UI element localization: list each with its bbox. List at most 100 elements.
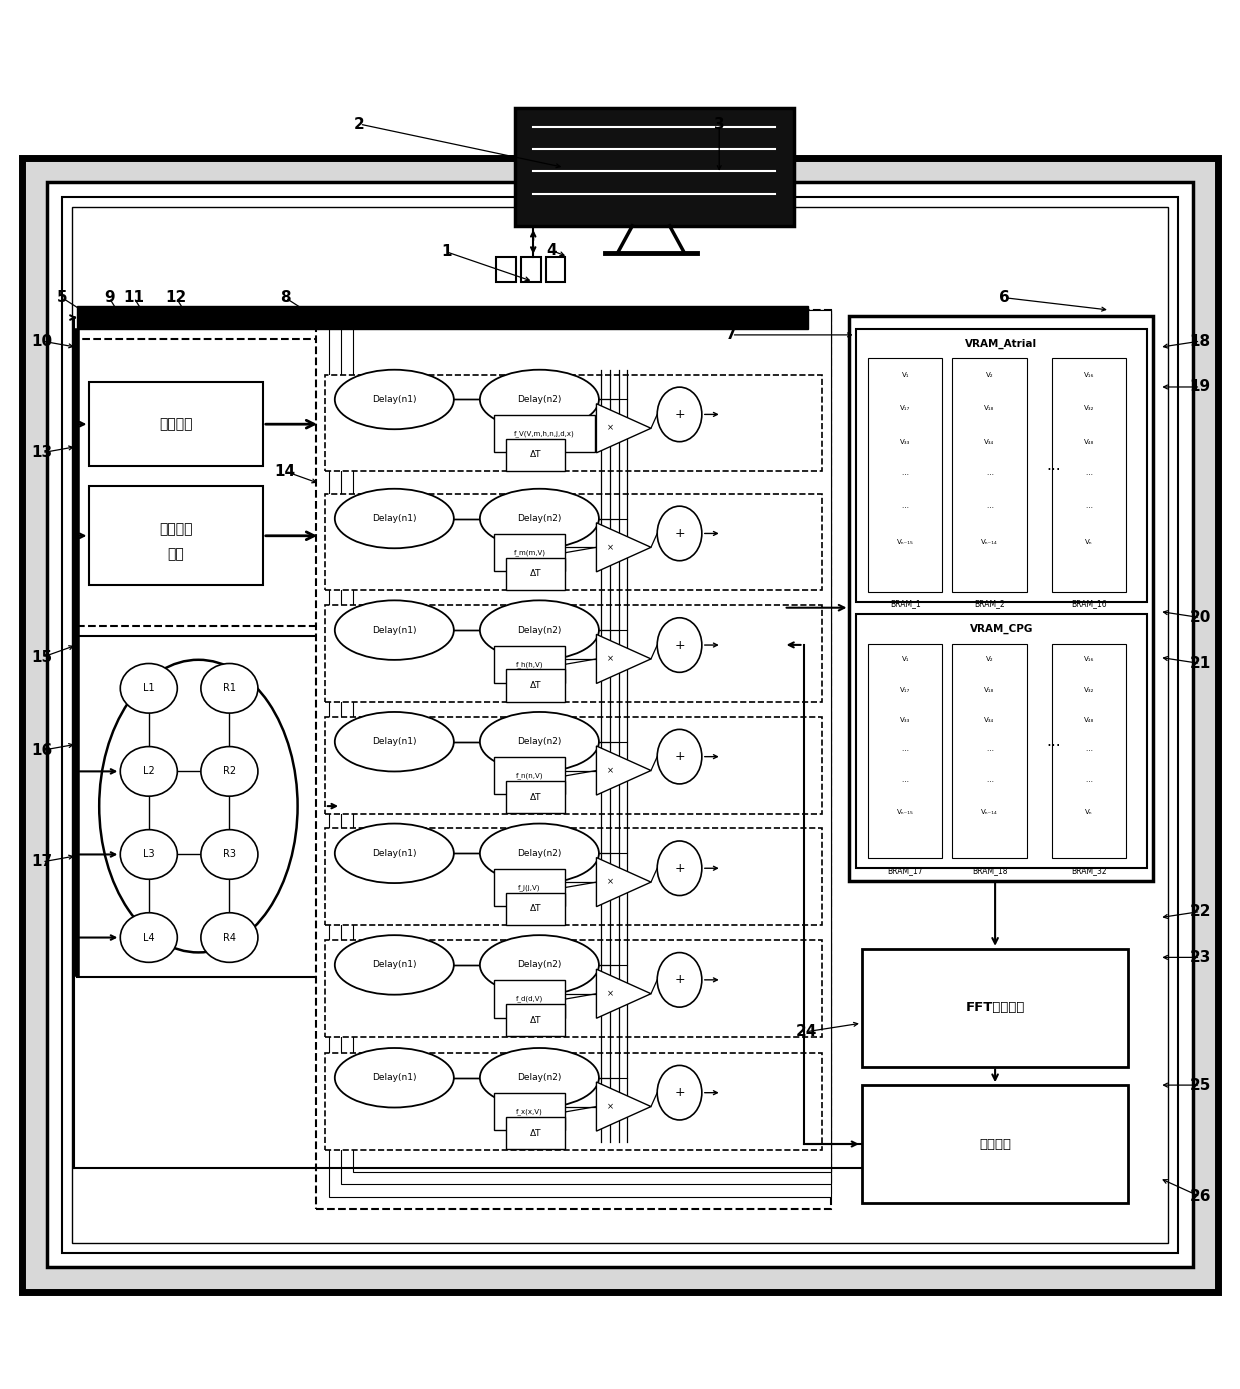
Bar: [341, 310, 831, 1185]
Polygon shape: [596, 1082, 651, 1131]
Text: 突触电流: 突触电流: [159, 522, 193, 536]
Text: ⋯: ⋯: [1085, 779, 1092, 785]
Text: +: +: [675, 861, 684, 875]
Text: L1: L1: [143, 683, 155, 693]
Text: ⋯: ⋯: [901, 747, 909, 754]
Text: Delay(n2): Delay(n2): [517, 514, 562, 524]
Text: BRAM_32: BRAM_32: [1071, 867, 1106, 875]
Text: R1: R1: [223, 683, 236, 693]
Text: f_x(x,V): f_x(x,V): [516, 1108, 543, 1115]
Text: Delay(n2): Delay(n2): [517, 738, 562, 746]
Text: Vₙ₋₁₅: Vₙ₋₁₅: [897, 539, 914, 544]
Text: +: +: [675, 974, 684, 986]
Text: +: +: [675, 1086, 684, 1099]
Ellipse shape: [335, 713, 454, 771]
Bar: [506, 893, 565, 925]
Text: 2: 2: [355, 117, 365, 132]
Text: V₁: V₁: [901, 372, 909, 378]
Text: 22: 22: [1189, 904, 1211, 920]
Text: 13: 13: [31, 446, 53, 460]
Text: V₁₇: V₁₇: [900, 406, 910, 411]
Text: V₃₂: V₃₂: [1084, 406, 1094, 411]
Bar: [325, 493, 822, 590]
Text: 10: 10: [31, 333, 53, 349]
Bar: [89, 382, 263, 467]
Bar: [952, 643, 1027, 858]
Text: 23: 23: [1189, 950, 1211, 965]
Text: 模块: 模块: [167, 547, 185, 561]
Text: Delay(n2): Delay(n2): [517, 960, 562, 970]
Text: 20: 20: [1189, 610, 1211, 625]
Bar: [506, 781, 565, 814]
Text: V₂: V₂: [986, 372, 993, 378]
Ellipse shape: [201, 913, 258, 963]
Ellipse shape: [99, 660, 298, 953]
Bar: [1052, 358, 1126, 592]
Text: ΔT: ΔT: [529, 904, 542, 914]
Text: V₁₈: V₁₈: [985, 406, 994, 411]
Text: L4: L4: [143, 932, 155, 943]
Polygon shape: [596, 857, 651, 907]
Text: 11: 11: [124, 290, 144, 306]
Bar: [856, 329, 1147, 601]
Text: V₂: V₂: [986, 656, 993, 663]
Text: ⋯: ⋯: [1085, 506, 1092, 511]
Ellipse shape: [657, 618, 702, 672]
Text: Delay(n1): Delay(n1): [372, 625, 417, 635]
Text: V₃₃: V₃₃: [900, 717, 910, 724]
Text: f_h(h,V): f_h(h,V): [516, 661, 543, 668]
Bar: [952, 358, 1027, 592]
Text: ⋯: ⋯: [1085, 747, 1092, 754]
Bar: [325, 375, 822, 471]
Bar: [862, 1085, 1128, 1203]
Bar: [494, 757, 565, 795]
Polygon shape: [596, 746, 651, 795]
Bar: [506, 669, 565, 701]
Text: f_j(j,V): f_j(j,V): [518, 883, 541, 890]
Ellipse shape: [335, 489, 454, 549]
Text: BRAM_18: BRAM_18: [972, 867, 1007, 875]
Bar: [856, 614, 1147, 868]
Text: +: +: [675, 750, 684, 763]
Bar: [77, 307, 808, 329]
Text: ×: ×: [606, 424, 614, 433]
Bar: [506, 1004, 565, 1036]
Polygon shape: [596, 404, 651, 453]
Text: ×: ×: [606, 543, 614, 551]
Text: V₄₈: V₄₈: [1084, 717, 1094, 724]
Text: BRAM_17: BRAM_17: [888, 867, 923, 875]
Text: 14: 14: [274, 464, 296, 479]
Text: Delay(n1): Delay(n1): [372, 849, 417, 858]
Text: ⋯: ⋯: [986, 506, 993, 511]
Text: 26: 26: [1189, 1189, 1211, 1204]
Bar: [494, 1093, 565, 1131]
Text: 25: 25: [1189, 1078, 1211, 1093]
Ellipse shape: [120, 746, 177, 796]
Bar: [325, 606, 822, 701]
Text: ΔT: ΔT: [529, 569, 542, 578]
Text: R3: R3: [223, 850, 236, 860]
Ellipse shape: [201, 664, 258, 713]
Text: BRAM_2: BRAM_2: [975, 600, 1004, 608]
Bar: [868, 358, 942, 592]
Ellipse shape: [657, 388, 702, 442]
Bar: [494, 415, 595, 453]
Bar: [325, 717, 822, 814]
Text: 初值模块: 初值模块: [159, 417, 193, 431]
Text: ⋯: ⋯: [986, 779, 993, 785]
Text: ⋯: ⋯: [901, 472, 909, 478]
Text: V₁₆: V₁₆: [1084, 656, 1094, 663]
Ellipse shape: [480, 489, 599, 549]
Text: ...: ...: [1047, 457, 1061, 472]
Polygon shape: [596, 970, 651, 1018]
Bar: [515, 108, 794, 226]
Bar: [494, 870, 565, 906]
Text: f_V(V,m,h,n,j,d,x): f_V(V,m,h,n,j,d,x): [515, 431, 574, 438]
Text: +: +: [675, 526, 684, 540]
Text: ×: ×: [606, 989, 614, 999]
Bar: [849, 317, 1153, 881]
Text: Vₙ₋₁₄: Vₙ₋₁₄: [981, 810, 998, 815]
Text: 24: 24: [795, 1024, 817, 1039]
Bar: [546, 257, 565, 282]
Text: V₁: V₁: [901, 656, 909, 663]
